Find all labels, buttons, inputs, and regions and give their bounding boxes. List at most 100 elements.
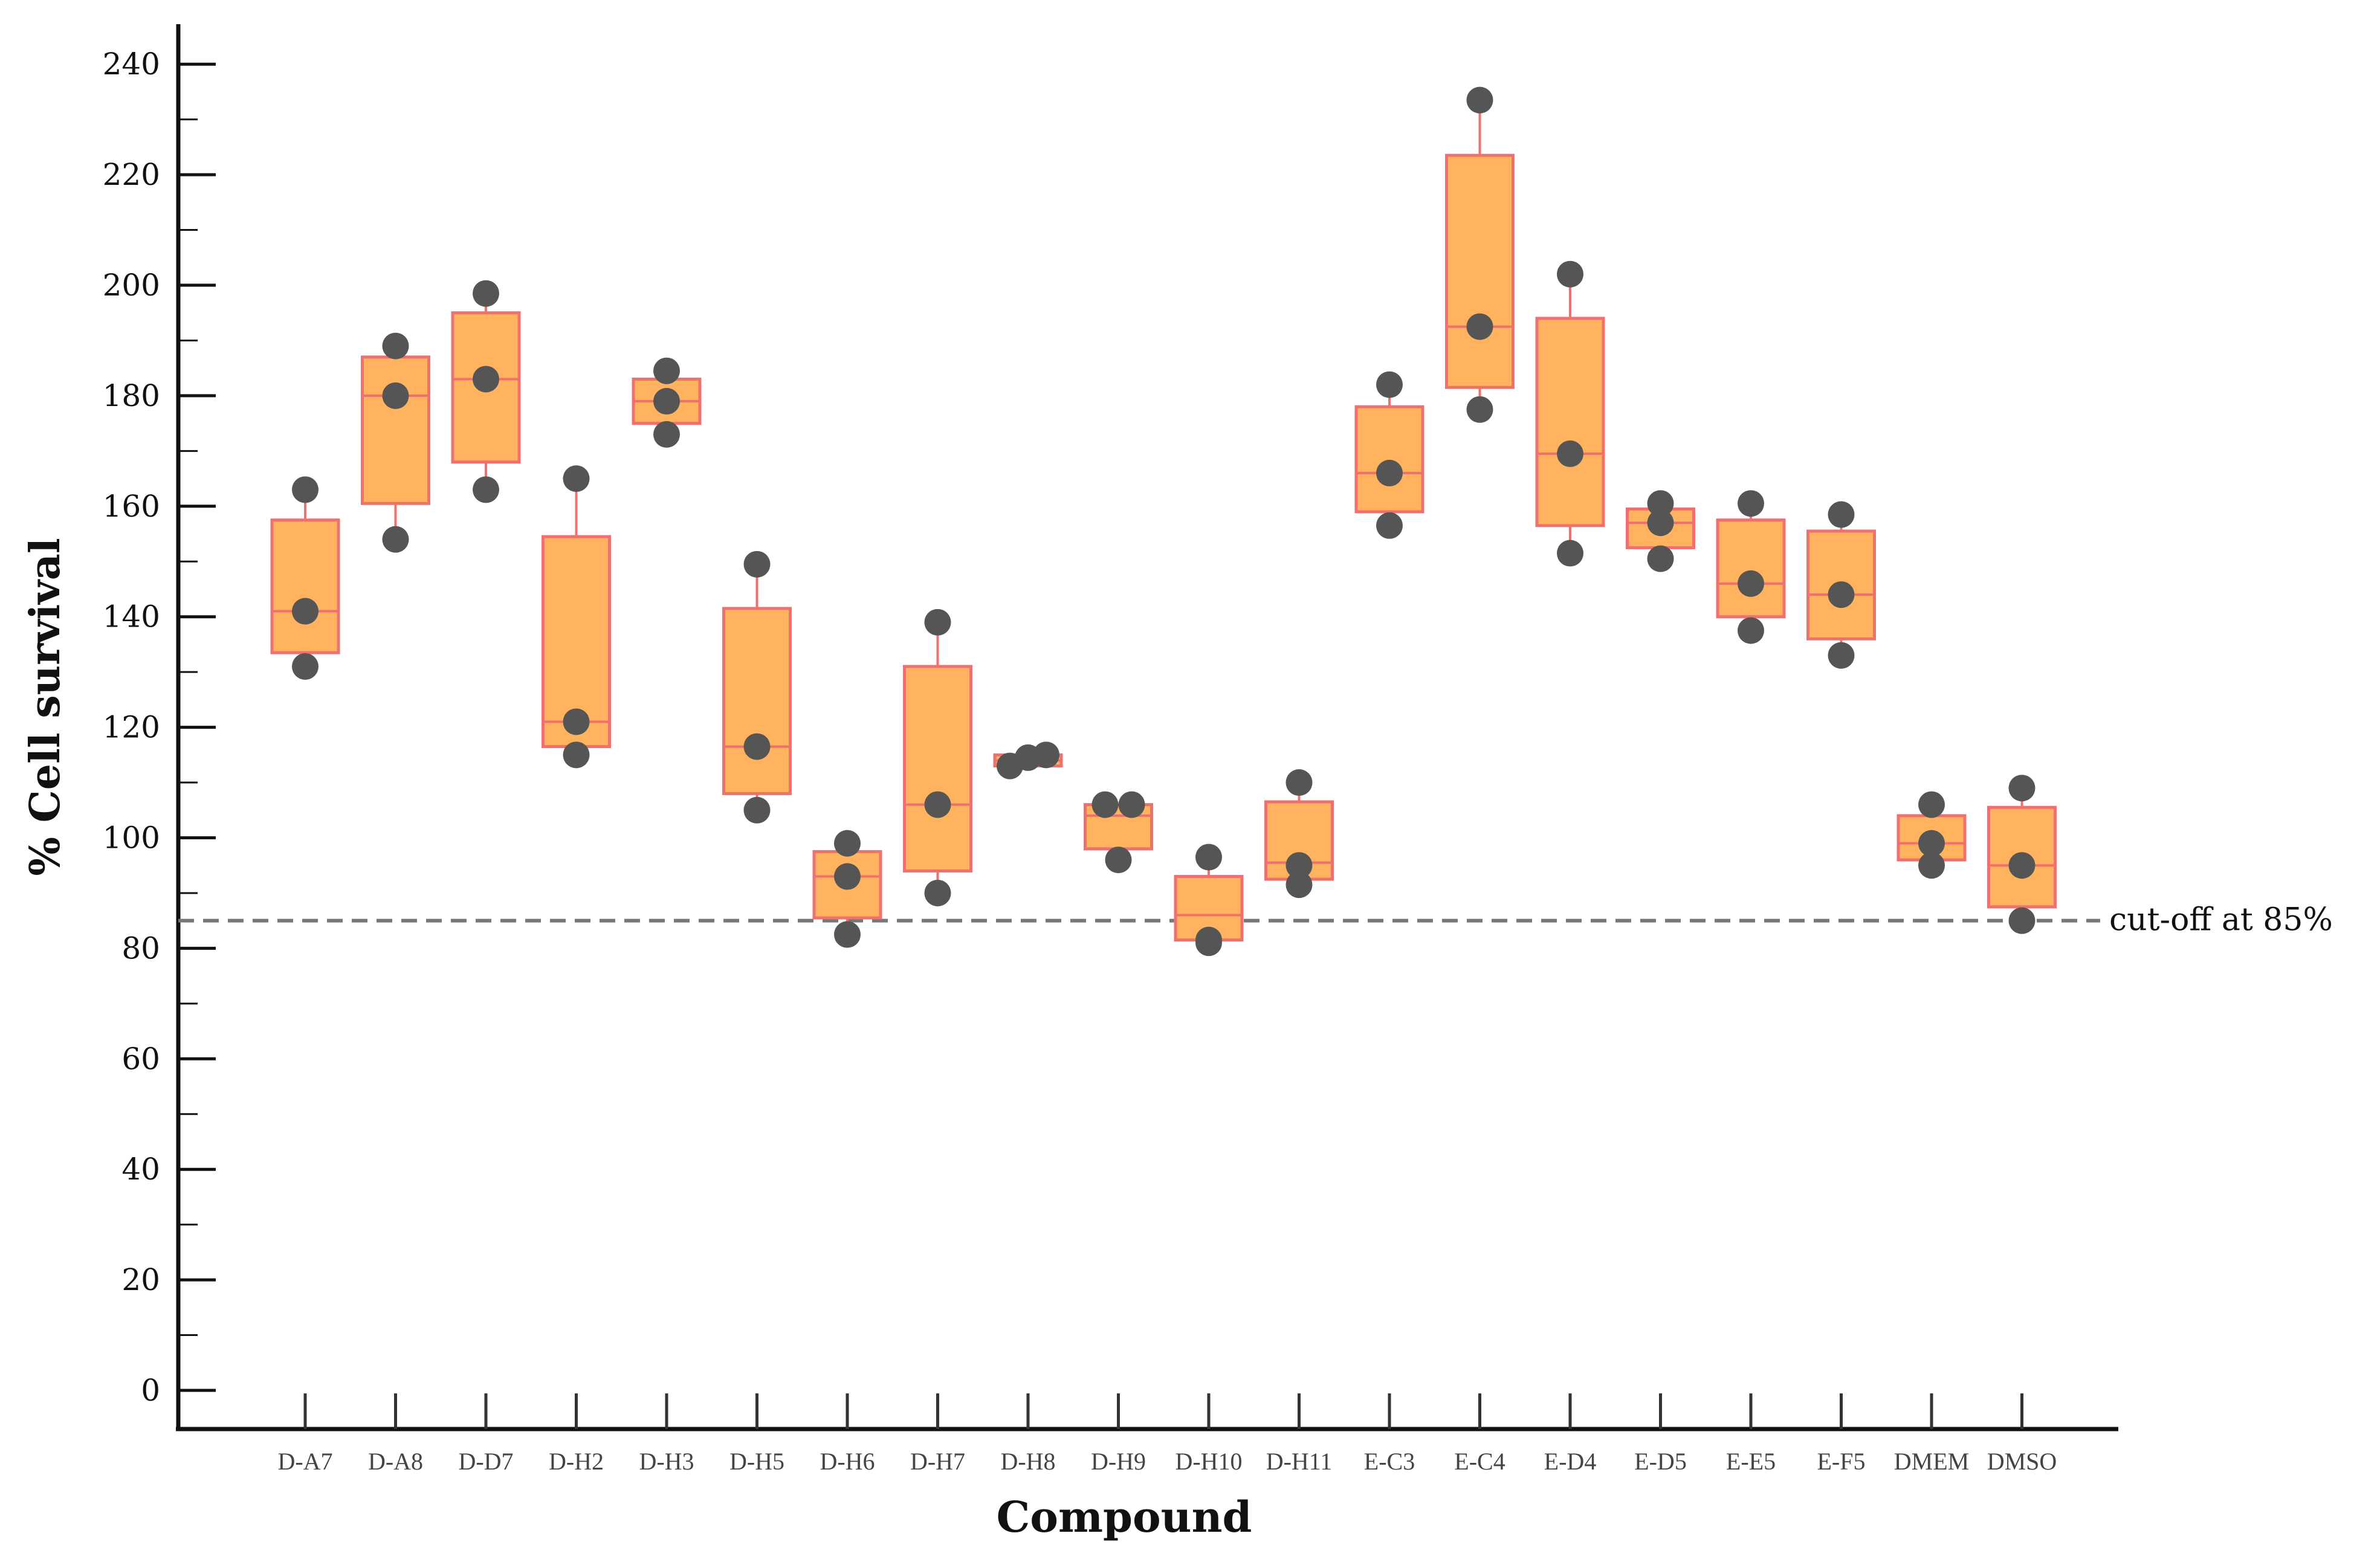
y-tick-label: 240 [103,47,160,82]
data-point [924,608,951,636]
x-tick-label: E-E5 [1726,1448,1776,1475]
data-point [743,796,771,824]
data-point [563,741,590,769]
x-tick-label: D-H3 [639,1448,694,1475]
y-tick-label: 200 [103,268,160,303]
box-dmso [1987,775,2057,934]
data-point [382,332,409,360]
data-point [1466,86,1493,114]
data-point [382,526,409,553]
iqr-box [361,355,430,505]
iqr-box [903,665,972,873]
data-point [834,863,861,890]
x-tick-label: E-F5 [1817,1448,1866,1475]
data-point [1738,570,1764,597]
data-point [653,388,680,415]
data-point [473,366,499,393]
x-axis-title: Compound [997,1492,1252,1542]
box-d-a8 [361,332,430,553]
data-point [2008,775,2036,802]
data-point [2008,907,2036,934]
box-d-h11 [1264,769,1334,899]
box-d-h2 [542,465,611,769]
x-axis: D-A7 D-A8 D-D7 D-H2 D-H3 D-H5 D-H6 D-H7 D-H8 D-H9… [176,1393,2118,1475]
y-tick-label: 140 [103,599,160,634]
x-tick-label: D-H8 [1000,1448,1055,1475]
cutoff-label: cut-off at 85% [2109,902,2333,938]
box-d-h3 [632,357,702,448]
data-point [292,653,319,680]
iqr-box [1445,153,1515,389]
data-point [1918,852,1945,879]
y-tick-label: 100 [103,821,160,856]
data-point [1918,791,1945,818]
box-d-h5 [722,550,792,824]
y-tick-label: 220 [103,157,160,192]
y-tick-label: 60 [121,1041,160,1076]
y-tick-label: 160 [103,489,160,524]
data-point [473,476,499,503]
iqr-box [1535,317,1605,528]
box-dmem [1897,791,1967,879]
y-tick-label: 80 [121,931,160,966]
x-tick-label: D-A7 [277,1448,332,1475]
data-point [1285,871,1313,899]
box-e-e5 [1716,490,1786,644]
data-point [1647,490,1674,517]
data-point [1647,509,1674,537]
box-e-d5 [1626,490,1695,572]
box-d-a7 [270,476,340,680]
y-tick-label: 0 [141,1373,160,1408]
y-tick-label: 20 [121,1262,160,1297]
data-point [1918,830,1945,857]
x-tick-label: DMEM [1894,1448,1969,1475]
box-d-h6 [812,830,882,948]
box-e-f5 [1806,501,1876,669]
data-point [1828,501,1855,528]
x-tick-label: D-H11 [1266,1448,1333,1475]
x-tick-label: D-H10 [1175,1448,1242,1475]
data-point [1647,545,1674,572]
iqr-box [270,518,340,654]
box-e-c3 [1354,371,1424,539]
data-point [1285,769,1313,796]
data-point [1466,313,1493,340]
data-point [924,791,951,818]
data-point [563,708,590,735]
x-tick-label: E-C3 [1364,1448,1415,1475]
data-point [1738,490,1764,517]
box-d-h7 [903,608,972,906]
x-tick-label: DMSO [1987,1448,2057,1475]
data-point [292,598,319,625]
x-tick-label: E-C4 [1454,1448,1505,1475]
y-tick-label: 180 [103,378,160,413]
x-tick-label: D-H6 [820,1448,875,1475]
data-point [1738,617,1764,644]
x-tick-label: D-H2 [549,1448,604,1475]
x-tick-label: D-D7 [458,1448,513,1475]
data-point [292,476,319,503]
data-point [1195,926,1222,954]
data-point [834,921,861,948]
data-point [563,465,590,492]
data-point [473,280,499,307]
data-point [1091,791,1119,818]
data-point [1376,512,1403,539]
iqr-box [542,535,611,749]
axis-titles: % Cell survival Compound [21,538,1252,1542]
data-point [1557,540,1583,567]
data-point [1828,642,1855,669]
x-tick-label: E-D5 [1634,1448,1687,1475]
box-d-h9 [1084,791,1153,874]
data-point [1118,791,1145,818]
x-tick-label: D-H7 [910,1448,965,1475]
data-point [743,733,771,760]
iqr-box [1354,405,1424,514]
y-tick-label: 40 [121,1152,160,1187]
data-point [1828,581,1855,608]
box-e-d4 [1535,260,1605,567]
box-d-d7 [451,280,521,503]
data-point [1033,741,1059,769]
box-series [270,86,2057,957]
